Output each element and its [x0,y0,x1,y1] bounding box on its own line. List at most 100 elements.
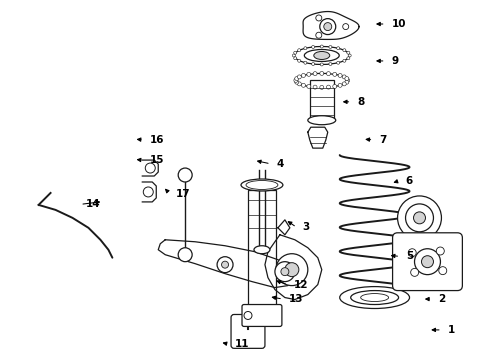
Circle shape [313,85,317,89]
FancyBboxPatch shape [392,233,463,291]
Circle shape [408,249,416,257]
Circle shape [178,248,192,262]
Ellipse shape [304,50,339,62]
Ellipse shape [296,73,348,87]
Circle shape [342,75,346,79]
Circle shape [397,196,441,240]
Circle shape [320,71,324,75]
Circle shape [436,247,444,255]
Text: 5: 5 [406,251,414,261]
Circle shape [297,82,301,86]
Text: 2: 2 [438,294,445,304]
Circle shape [285,263,299,276]
Text: 1: 1 [448,325,455,335]
FancyBboxPatch shape [310,80,334,120]
Circle shape [178,168,192,182]
Circle shape [421,256,434,268]
Circle shape [275,262,295,282]
Circle shape [301,73,305,77]
Circle shape [406,204,434,232]
Circle shape [304,47,307,50]
Circle shape [326,72,330,76]
Circle shape [295,80,299,84]
Circle shape [293,54,295,57]
Circle shape [304,61,307,64]
Ellipse shape [351,291,398,305]
Circle shape [281,268,289,276]
Circle shape [337,47,340,50]
Ellipse shape [241,179,283,191]
Ellipse shape [361,293,389,302]
Circle shape [342,82,346,86]
Circle shape [307,85,311,89]
Circle shape [338,83,342,87]
Polygon shape [308,127,328,148]
Circle shape [316,32,322,38]
Circle shape [143,187,153,197]
Text: 9: 9 [392,56,399,66]
Circle shape [313,72,317,76]
Circle shape [324,23,332,31]
Text: 15: 15 [150,155,164,165]
Circle shape [298,49,301,52]
Circle shape [312,63,315,66]
Circle shape [414,212,425,224]
Ellipse shape [294,46,349,64]
FancyBboxPatch shape [242,305,282,327]
Circle shape [345,77,349,81]
Circle shape [320,63,323,66]
Circle shape [294,57,297,60]
Text: 4: 4 [277,159,284,169]
Circle shape [415,249,441,275]
Text: 6: 6 [405,176,413,186]
Ellipse shape [254,246,270,254]
Circle shape [439,267,447,275]
Circle shape [346,78,350,82]
Circle shape [347,51,350,54]
Text: 17: 17 [175,189,190,199]
Circle shape [337,61,340,64]
Text: 10: 10 [392,19,406,29]
Circle shape [297,75,301,79]
Ellipse shape [340,287,410,309]
Polygon shape [303,12,359,40]
Circle shape [343,49,346,52]
Ellipse shape [246,180,278,189]
Circle shape [244,311,252,319]
Circle shape [338,73,342,77]
Circle shape [294,78,298,82]
Circle shape [320,19,336,35]
Circle shape [343,24,349,30]
Circle shape [345,80,349,84]
Circle shape [320,45,323,48]
Polygon shape [265,235,322,300]
Text: 3: 3 [303,222,310,232]
Circle shape [343,59,346,62]
Circle shape [326,85,330,89]
Circle shape [217,257,233,273]
Circle shape [329,63,332,66]
FancyBboxPatch shape [248,190,276,319]
Circle shape [347,57,350,60]
Circle shape [145,163,155,173]
Text: 12: 12 [294,280,308,290]
Ellipse shape [314,51,330,59]
Text: 16: 16 [150,135,164,145]
FancyBboxPatch shape [231,315,265,348]
Circle shape [294,51,297,54]
Ellipse shape [308,116,336,125]
Circle shape [298,59,301,62]
Circle shape [301,83,305,87]
Circle shape [307,72,311,76]
Circle shape [329,45,332,49]
Circle shape [312,45,315,49]
Circle shape [221,261,228,268]
Text: 13: 13 [289,294,303,304]
Circle shape [411,269,418,276]
Circle shape [333,72,337,76]
Polygon shape [158,240,295,288]
Text: 7: 7 [379,135,387,145]
Circle shape [316,15,322,21]
Text: 14: 14 [86,199,101,210]
Text: 8: 8 [357,97,365,107]
